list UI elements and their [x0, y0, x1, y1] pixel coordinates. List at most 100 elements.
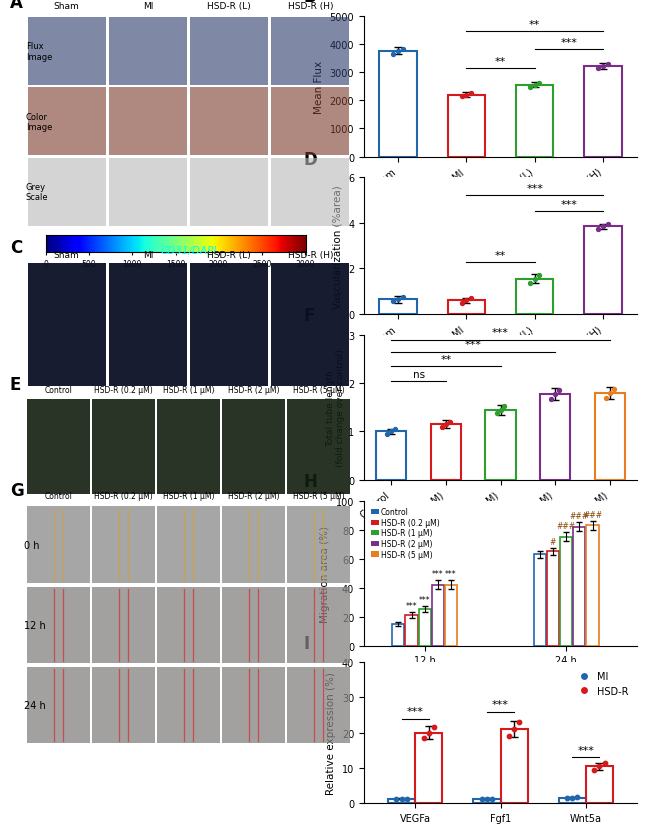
- Point: [466, 87, 476, 100]
- Point: [396, 792, 407, 806]
- Bar: [419, 609, 431, 646]
- Text: ***: ***: [492, 700, 509, 710]
- Bar: [540, 394, 570, 480]
- Text: I: I: [304, 634, 310, 652]
- Bar: [272, 88, 350, 156]
- Point: [393, 293, 403, 306]
- Bar: [157, 399, 220, 495]
- Text: ###: ###: [570, 512, 589, 521]
- Bar: [486, 410, 515, 480]
- Point: [398, 291, 408, 304]
- Bar: [92, 399, 155, 495]
- Bar: [157, 667, 220, 744]
- Point: [589, 763, 599, 777]
- Bar: [558, 798, 586, 803]
- Point: [534, 77, 545, 90]
- Point: [462, 89, 472, 102]
- Text: 12 h: 12 h: [25, 620, 46, 630]
- Point: [562, 792, 572, 805]
- Bar: [406, 615, 417, 646]
- Point: [529, 272, 539, 286]
- Point: [572, 791, 582, 804]
- Bar: [595, 393, 625, 480]
- Point: [419, 731, 429, 744]
- Bar: [27, 507, 90, 584]
- Point: [388, 296, 398, 309]
- Bar: [222, 507, 285, 584]
- Bar: [500, 729, 528, 803]
- Point: [525, 81, 535, 94]
- Text: ###: ###: [556, 522, 576, 531]
- Text: HSD-R (0.2 μM): HSD-R (0.2 μM): [94, 386, 153, 394]
- Text: A: A: [10, 0, 23, 12]
- Point: [487, 792, 497, 805]
- Point: [546, 392, 556, 406]
- Text: ***: ***: [432, 570, 443, 579]
- Text: **: **: [440, 354, 452, 364]
- Text: ***: ***: [560, 38, 577, 48]
- Text: Flux
Image: Flux Image: [26, 42, 53, 61]
- Bar: [92, 507, 155, 584]
- Point: [398, 43, 408, 56]
- Point: [514, 715, 525, 729]
- Text: D: D: [304, 151, 318, 168]
- Bar: [287, 587, 350, 663]
- Point: [386, 426, 396, 439]
- Point: [604, 387, 615, 400]
- Bar: [380, 51, 417, 157]
- Text: HSD-R (1 μM): HSD-R (1 μM): [162, 386, 214, 394]
- Bar: [190, 158, 268, 227]
- Text: Grey
Scale: Grey Scale: [26, 183, 49, 202]
- Y-axis label: Relative expression (%): Relative expression (%): [326, 672, 336, 794]
- Bar: [27, 399, 90, 495]
- Bar: [547, 551, 559, 646]
- Text: ***: ***: [407, 706, 424, 716]
- Bar: [473, 799, 500, 803]
- Bar: [376, 432, 406, 480]
- Text: HSD-R (L): HSD-R (L): [207, 251, 251, 259]
- Point: [554, 384, 564, 397]
- Text: 0 h: 0 h: [25, 540, 40, 550]
- Text: G: G: [10, 482, 23, 499]
- Text: ***: ***: [492, 328, 509, 338]
- Bar: [516, 279, 553, 315]
- Text: ***: ***: [526, 184, 543, 195]
- Bar: [287, 399, 350, 495]
- Text: HSD-R (H): HSD-R (H): [287, 251, 333, 259]
- Text: ###: ###: [583, 510, 602, 519]
- Text: HSD-R (1 μM): HSD-R (1 μM): [162, 491, 214, 500]
- Text: HSD-R (L): HSD-R (L): [207, 2, 251, 12]
- Bar: [380, 300, 417, 315]
- Bar: [448, 301, 485, 315]
- Text: ***: ***: [419, 595, 430, 604]
- Point: [456, 90, 467, 104]
- Text: HSD-R (5 μM): HSD-R (5 μM): [292, 386, 344, 394]
- Bar: [92, 667, 155, 744]
- Point: [402, 792, 412, 805]
- Text: F: F: [304, 307, 315, 325]
- Bar: [573, 527, 586, 646]
- Bar: [190, 17, 268, 86]
- Bar: [272, 17, 350, 86]
- Bar: [272, 158, 350, 227]
- Bar: [222, 399, 285, 495]
- Bar: [27, 587, 90, 663]
- Point: [424, 726, 434, 739]
- Legend: MI, HSD-R: MI, HSD-R: [571, 667, 632, 700]
- Point: [390, 423, 400, 436]
- Bar: [27, 158, 105, 227]
- Point: [601, 392, 611, 405]
- Bar: [432, 585, 444, 646]
- Point: [599, 756, 610, 769]
- Bar: [109, 263, 187, 387]
- Text: ***: ***: [465, 340, 482, 350]
- Bar: [586, 526, 599, 646]
- Point: [441, 418, 451, 431]
- Point: [603, 59, 613, 72]
- Point: [391, 792, 402, 806]
- Point: [567, 792, 577, 805]
- Point: [534, 269, 545, 282]
- Bar: [584, 67, 621, 157]
- Text: ***: ***: [577, 745, 594, 755]
- Point: [482, 792, 492, 806]
